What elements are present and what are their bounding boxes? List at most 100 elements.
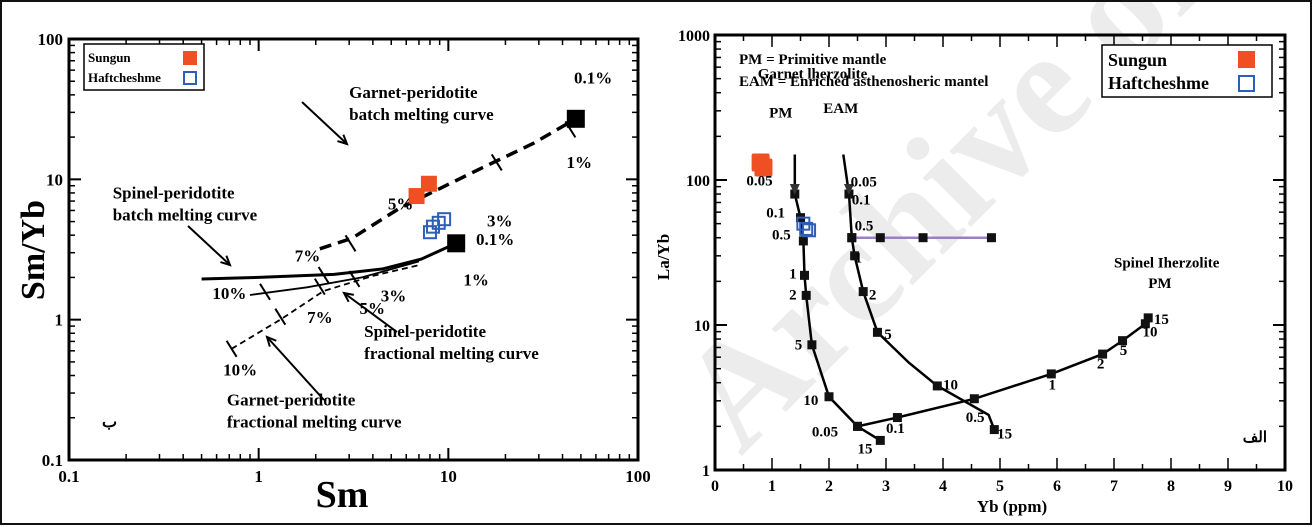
- curve-pointer-arrow: [187, 225, 231, 266]
- curve-label: Spinel-peridotite: [113, 184, 235, 203]
- y-tick-label: 1000: [678, 28, 710, 45]
- x-tick-label: 7: [1110, 478, 1118, 495]
- curve-annotation: 10: [943, 377, 958, 393]
- arrow-head: [220, 255, 232, 267]
- sungun-point: [408, 188, 425, 205]
- x-tick-label: 0: [711, 478, 719, 495]
- curve-label: Garnet-peridotite: [349, 83, 478, 102]
- model-curve-marker: [1140, 319, 1150, 329]
- curve-annotation: 0.1: [852, 192, 871, 208]
- reference-point: [447, 234, 466, 253]
- curve-arrow-head: [789, 184, 800, 196]
- legend-left: Sungun Haftcheshme: [83, 43, 205, 91]
- x-tick-label: 9: [1224, 478, 1232, 495]
- reference-point: [566, 109, 585, 128]
- x-tick-label: 6: [1053, 478, 1061, 495]
- melt-percent-label: 1%: [463, 271, 489, 290]
- melt-percent-label: 7%: [295, 246, 321, 265]
- curve-annotation: EAM: [823, 101, 858, 117]
- x-tick-label: 0.1: [58, 467, 79, 486]
- curve-annotation: 0.05: [851, 175, 877, 191]
- curve-annotation: 10: [803, 393, 818, 409]
- melting-curve: [319, 117, 577, 251]
- melt-percent-label: 3%: [487, 212, 513, 231]
- curve-annotation: 0.5: [855, 218, 874, 234]
- model-curve-marker: [1118, 336, 1128, 346]
- x-tick-label: 10: [1277, 478, 1293, 495]
- curve-label: Garnet-peridotite: [227, 390, 356, 409]
- model-curve-marker: [847, 233, 857, 243]
- legend-marker-haftcheshme: [183, 71, 197, 85]
- legend-marker-haftcheshme: [1238, 75, 1255, 92]
- melt-fraction-tick: [348, 270, 361, 288]
- curve-annotation: 2: [1097, 357, 1105, 373]
- panel-label: الف: [1243, 430, 1267, 446]
- x-axis-label: Sm: [316, 474, 369, 516]
- model-curve-marker: [853, 421, 862, 431]
- model-curve-marker: [824, 392, 834, 402]
- haftcheshme-point: [799, 221, 814, 236]
- curve-annotation: 0.1: [886, 421, 905, 437]
- model-curve-marker: [799, 270, 809, 280]
- melt-fraction-tick: [259, 283, 271, 301]
- y-tick-label: 0.1: [42, 451, 63, 470]
- curve-annotation: 1: [855, 250, 863, 266]
- sungun-point: [754, 158, 773, 177]
- model-curve-marker: [892, 413, 902, 423]
- curve-label: batch melting curve: [113, 206, 258, 225]
- legend-marker-sungun: [1238, 51, 1255, 68]
- melt-percent-label: 0.1%: [476, 230, 514, 249]
- melting-curve: [249, 260, 420, 296]
- melt-fraction-tick: [313, 278, 326, 296]
- model-curve-marker: [875, 233, 885, 243]
- melt-percent-label: 5%: [359, 299, 385, 318]
- melt-fraction-tick: [274, 308, 287, 326]
- model-curve-marker: [986, 233, 996, 243]
- melt-fraction-tick: [225, 340, 238, 358]
- x-tick-label: 2: [825, 478, 833, 495]
- model-curve-marker: [1143, 313, 1153, 323]
- x-tick-label: 10: [440, 467, 457, 486]
- curve-annotation: 0.5: [772, 227, 791, 243]
- curve-annotation: 0.05: [746, 173, 772, 189]
- x-tick-label: 1: [254, 467, 263, 486]
- curve-annotation: 5: [795, 337, 803, 353]
- legend-label-haftcheshme: Haftcheshme: [1108, 73, 1209, 93]
- melt-percent-label: 5%: [388, 194, 414, 213]
- curve-label: fractional melting curve: [364, 344, 539, 363]
- definition-note: EAM = Enriched asthenosheric mantel: [739, 74, 988, 90]
- curve-annotation: 5: [1120, 343, 1128, 359]
- x-tick-label: 100: [625, 467, 651, 486]
- curve-annotation: 1: [1048, 377, 1056, 393]
- haftcheshme-point: [437, 212, 452, 227]
- model-curve-marker: [875, 435, 885, 445]
- x-tick-label: 4: [939, 478, 947, 495]
- model-curve: [793, 154, 881, 442]
- y-tick-label: 10: [46, 170, 63, 189]
- y-axis-label: La/Yb: [654, 234, 673, 280]
- melt-percent-label: 7%: [307, 308, 333, 327]
- x-tick-label: 3: [882, 478, 890, 495]
- legend-marker-sungun: [183, 51, 197, 65]
- haftcheshme-point: [802, 223, 817, 238]
- melt-fraction-tick: [317, 266, 330, 284]
- model-curve-marker: [807, 340, 817, 350]
- curve-arrow-head: [843, 184, 854, 196]
- curve-annotation: 1: [789, 266, 797, 282]
- curve-annotation: Spinel Iherzolite: [1114, 255, 1220, 271]
- x-tick-label: 8: [1167, 478, 1175, 495]
- model-curve-marker: [858, 287, 868, 297]
- curve-annotation: 15: [1154, 312, 1169, 328]
- y-tick-label: 1: [702, 463, 710, 480]
- arrow-head: [337, 134, 349, 146]
- melt-percent-label: 10%: [223, 361, 257, 380]
- curve-label: Spinel-peridotite: [364, 322, 486, 341]
- curve-annotation: 10: [1143, 325, 1158, 341]
- melt-percent-label: 3%: [381, 286, 407, 305]
- model-curve-marker: [989, 425, 999, 435]
- arrow-head: [342, 291, 355, 303]
- y-tick-label: 100: [38, 30, 64, 49]
- curve-annotation: PM: [1148, 276, 1171, 292]
